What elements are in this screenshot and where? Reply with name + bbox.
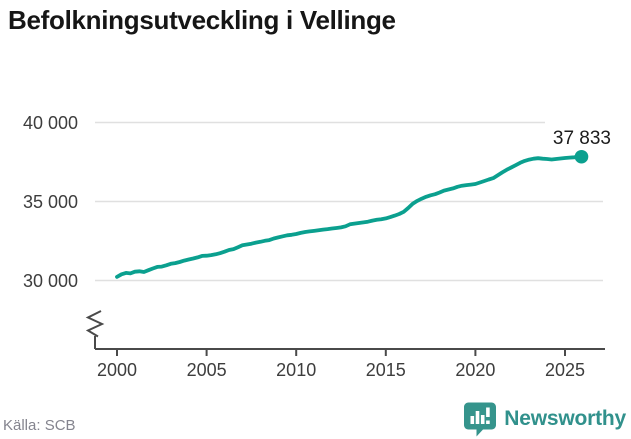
newsworthy-chart-bubble-icon xyxy=(464,402,497,437)
population-line xyxy=(115,154,584,279)
y-tick-label: 30 000 xyxy=(23,271,78,291)
x-tick-label: 2000 xyxy=(97,360,137,380)
x-tick-label: 2015 xyxy=(366,360,406,380)
x-tick-label: 2010 xyxy=(276,360,316,380)
x-tick-label: 2020 xyxy=(455,360,495,380)
newsworthy-logo: Newsworthy xyxy=(463,401,626,437)
x-tick-label: 2005 xyxy=(187,360,227,380)
axis-break-icon xyxy=(85,310,105,338)
source-label: Källa: SCB xyxy=(3,417,76,434)
y-tick-label: 35 000 xyxy=(23,192,78,212)
newsworthy-wordmark: Newsworthy xyxy=(504,407,626,430)
population-line-chart: 30 000 35 000 40 000 2000 2005 2010 2015 2020 20… xyxy=(22,113,617,380)
x-tick-label: 2025 xyxy=(545,360,585,380)
end-label-backdrop xyxy=(545,116,617,147)
end-point-dot xyxy=(574,149,589,164)
end-value-label: 37 833 xyxy=(553,128,611,149)
page-title: Befolkningsutveckling i Vellinge xyxy=(8,5,396,35)
y-tick-label: 40 000 xyxy=(23,113,78,133)
